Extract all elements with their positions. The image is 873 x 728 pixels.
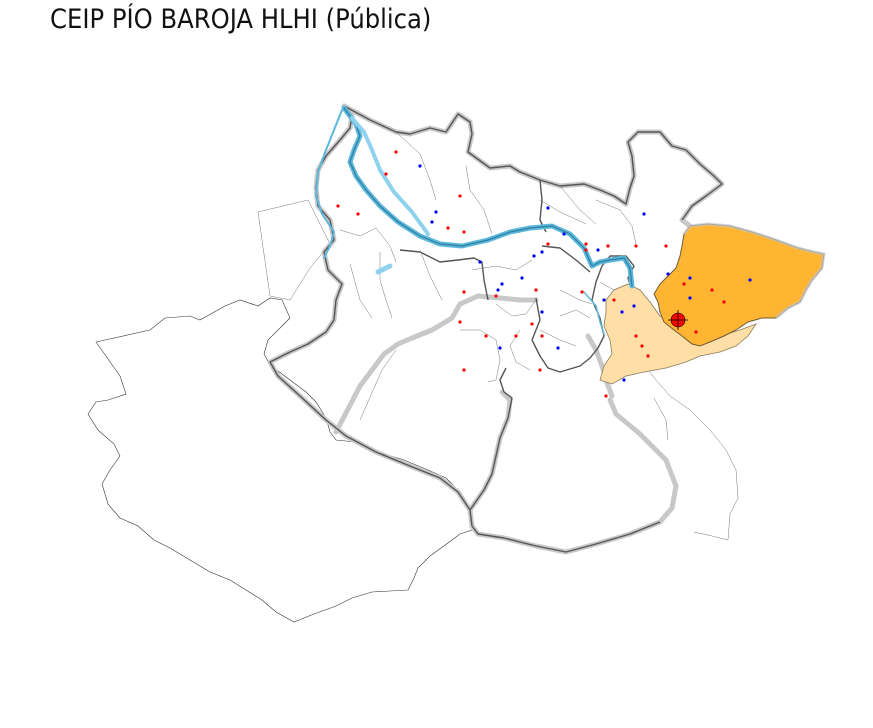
public-school-dot	[418, 164, 422, 168]
other-school-dot	[394, 150, 398, 154]
other-school-dot	[722, 300, 726, 304]
other-school-dot	[710, 288, 714, 292]
public-school-dot	[688, 276, 692, 280]
other-school-dot	[646, 354, 650, 358]
public-school-dot	[496, 288, 500, 292]
public-school-dot	[546, 206, 550, 210]
public-school-dot	[520, 276, 524, 280]
public-school-dot	[748, 278, 752, 282]
public-school-dot	[434, 210, 438, 214]
other-school-dot	[694, 330, 698, 334]
district-south-west	[87, 297, 473, 623]
public-school-dot	[500, 282, 504, 286]
other-school-dot	[664, 244, 668, 248]
other-school-dot	[530, 322, 534, 326]
public-school-dot	[562, 232, 566, 236]
neighborhood-lines	[339, 131, 739, 541]
other-school-dot	[458, 194, 462, 198]
other-school-dot	[604, 394, 608, 398]
other-school-dot	[682, 282, 686, 286]
other-school-dot	[584, 242, 588, 246]
public-school-dot	[478, 260, 482, 264]
other-school-dot	[634, 244, 638, 248]
school-dots-other	[336, 150, 726, 398]
public-school-dot	[622, 378, 626, 382]
public-school-dot	[688, 296, 692, 300]
other-school-dot	[546, 242, 550, 246]
other-school-dot	[462, 230, 466, 234]
other-school-dot	[640, 344, 644, 348]
other-school-dot	[534, 288, 538, 292]
primary-zone-halo	[682, 222, 826, 320]
other-school-dot	[634, 334, 638, 338]
other-school-dot	[606, 244, 610, 248]
other-school-dot	[446, 226, 450, 230]
district-west-thin	[257, 199, 331, 301]
primary-zone	[653, 223, 825, 347]
other-school-dot	[494, 294, 498, 298]
other-school-dot	[458, 320, 462, 324]
other-school-dot	[356, 212, 360, 216]
public-school-dot	[540, 250, 544, 254]
public-school-dot	[556, 346, 560, 350]
public-school-dot	[642, 212, 646, 216]
selected-school-marker	[668, 310, 688, 330]
map-title: CEIP PÍO BAROJA HLHI (Pública)	[50, 4, 432, 35]
public-school-dot	[602, 298, 606, 302]
other-school-dot	[538, 368, 542, 372]
public-school-dot	[666, 272, 670, 276]
other-school-dot	[462, 368, 466, 372]
other-school-dot	[484, 334, 488, 338]
public-school-dot	[596, 248, 600, 252]
other-school-dot	[540, 334, 544, 338]
other-school-dot	[336, 204, 340, 208]
public-school-dot	[540, 310, 544, 314]
other-school-dot	[580, 290, 584, 294]
public-school-dot	[632, 304, 636, 308]
other-school-dot	[612, 298, 616, 302]
public-school-dot	[532, 254, 536, 258]
public-school-dot	[430, 220, 434, 224]
district-lines	[269, 105, 723, 553]
public-school-dot	[620, 310, 624, 314]
other-school-dot	[384, 172, 388, 176]
secondary-zone	[599, 283, 758, 385]
other-school-dot	[462, 290, 466, 294]
other-school-dot	[514, 334, 518, 338]
district-borders	[87, 199, 473, 623]
other-school-dot	[584, 248, 588, 252]
school-dots-public	[418, 164, 752, 382]
river	[315, 105, 635, 335]
public-school-dot	[498, 346, 502, 350]
